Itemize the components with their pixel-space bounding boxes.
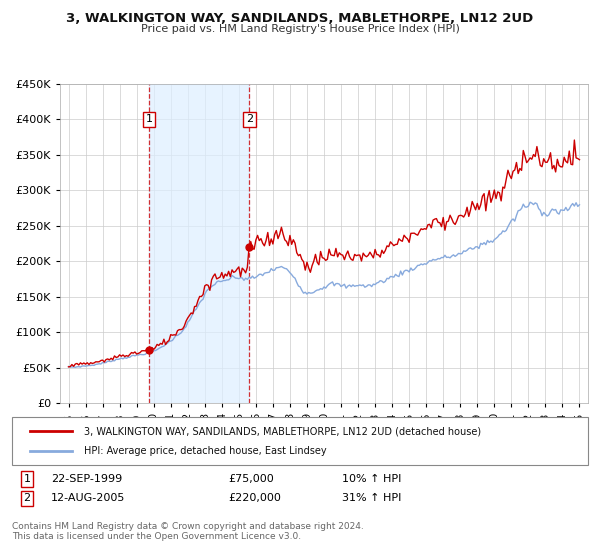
Text: 3, WALKINGTON WAY, SANDILANDS, MABLETHORPE, LN12 2UD (detached house): 3, WALKINGTON WAY, SANDILANDS, MABLETHOR…: [84, 427, 481, 436]
Text: HPI: Average price, detached house, East Lindsey: HPI: Average price, detached house, East…: [84, 446, 326, 456]
Text: £220,000: £220,000: [228, 493, 281, 503]
Text: 1: 1: [23, 474, 31, 484]
Bar: [149, 84, 250, 403]
Text: £75,000: £75,000: [228, 474, 274, 484]
Text: 22-SEP-1999: 22-SEP-1999: [51, 474, 122, 484]
Text: 2: 2: [246, 114, 253, 124]
Text: 31% ↑ HPI: 31% ↑ HPI: [342, 493, 401, 503]
Text: 3, WALKINGTON WAY, SANDILANDS, MABLETHORPE, LN12 2UD: 3, WALKINGTON WAY, SANDILANDS, MABLETHOR…: [67, 12, 533, 25]
Text: 1: 1: [146, 114, 152, 124]
Text: 2: 2: [23, 493, 31, 503]
Text: 12-AUG-2005: 12-AUG-2005: [51, 493, 125, 503]
Text: Price paid vs. HM Land Registry's House Price Index (HPI): Price paid vs. HM Land Registry's House …: [140, 24, 460, 34]
Text: 10% ↑ HPI: 10% ↑ HPI: [342, 474, 401, 484]
Text: Contains HM Land Registry data © Crown copyright and database right 2024.
This d: Contains HM Land Registry data © Crown c…: [12, 522, 364, 542]
